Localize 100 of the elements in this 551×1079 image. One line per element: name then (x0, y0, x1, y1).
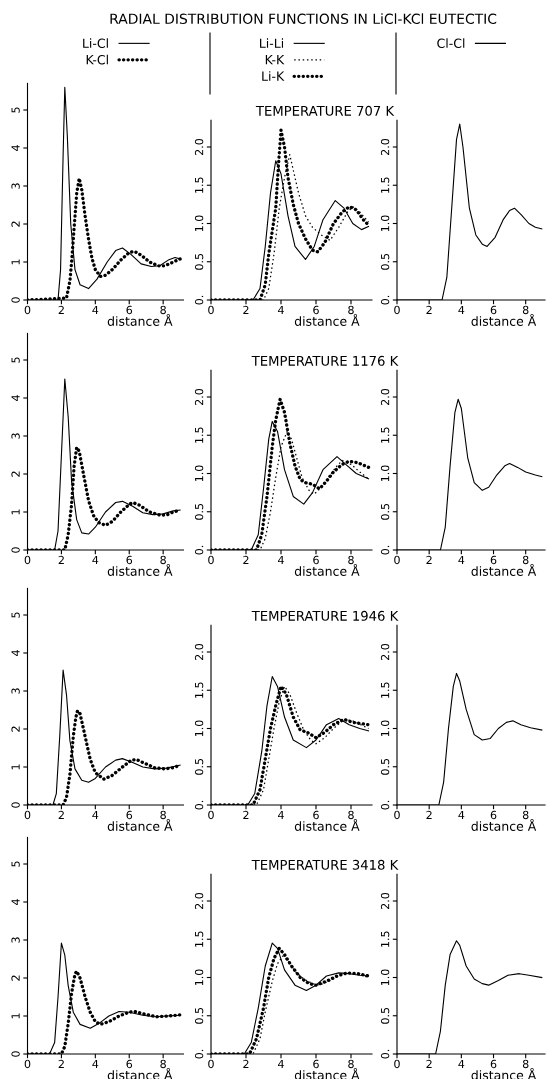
x-axis-title: distance Å (107, 819, 173, 831)
y-tick-label: 0. (194, 545, 204, 555)
x-axis-title: distance Å (294, 564, 360, 576)
x-axis-title: distance Å (294, 1068, 360, 1079)
y-tick-label: 1.5 (381, 427, 390, 443)
y-tick-label: 0.5 (380, 758, 390, 775)
y-tick-label: 1.0 (194, 465, 204, 482)
x-tick-label: 8 (348, 305, 354, 315)
x-tick-label: 0 (394, 810, 400, 820)
x-axis-title: distance Å (294, 819, 360, 831)
y-tick-label: 1.0 (380, 215, 390, 232)
y-tick-label: 0 (11, 547, 20, 553)
x-tick-label: 2 (243, 810, 249, 819)
y-tick-label: 1 (11, 259, 20, 265)
y-tick-label: 2 (11, 726, 20, 732)
x-axis-title: distance Å (471, 1068, 537, 1079)
x-tick-label: 8 (522, 1059, 529, 1069)
x-tick-label: 4 (92, 810, 99, 819)
x-tick-label: 2 (426, 305, 432, 314)
y-tick-label: 0. (194, 800, 204, 810)
y-tick-label: 2 (11, 221, 20, 227)
x-axis-title: distance Å (471, 314, 537, 326)
x-tick-label: 2 (58, 305, 64, 314)
x-tick-label: 0 (394, 555, 400, 565)
y-tick-label: 1 (11, 509, 20, 515)
y-tick-label: 0.5 (194, 758, 204, 775)
y-tick-label: 5 (11, 357, 20, 363)
y-tick-label: 1.5 (381, 931, 390, 947)
x-tick-label: 0 (394, 305, 400, 315)
x-tick-label: 8 (522, 555, 529, 565)
x-tick-label: 8 (160, 305, 166, 315)
x-tick-label: 4 (458, 555, 465, 564)
y-tick-label: 0. (380, 545, 390, 555)
x-tick-label: 6 (490, 810, 497, 820)
y-tick-label: 3 (11, 937, 20, 943)
x-tick-label: 6 (126, 555, 133, 565)
legend-label: K-K (265, 55, 285, 65)
y-tick-label: 0. (194, 295, 204, 305)
y-tick-label: 1.0 (194, 969, 204, 986)
x-tick-label: 8 (160, 810, 166, 820)
y-tick-label: 3 (11, 183, 20, 189)
y-tick-label: 5 (11, 861, 20, 867)
legend-label: Li-K (262, 71, 285, 81)
y-tick-label: 0 (11, 802, 20, 808)
x-tick-label: 8 (348, 1059, 354, 1069)
y-tick-label: 4 (11, 899, 20, 905)
x-tick-label: 6 (126, 305, 133, 315)
y-tick-label: 4 (11, 650, 20, 656)
y-tick-label: 1.0 (380, 720, 390, 737)
legend-label: K-Cl (86, 54, 108, 65)
y-tick-label: 1.0 (380, 465, 390, 482)
y-tick-label: 1.0 (194, 720, 204, 737)
x-tick-label: 4 (92, 1059, 99, 1068)
x-tick-label: 6 (313, 555, 319, 565)
x-tick-label: 2 (426, 555, 432, 564)
y-tick-label: 2.0 (380, 892, 390, 910)
legend-label: Li-Cl (83, 38, 108, 48)
x-tick-label: 2 (426, 810, 432, 819)
chart-title: TEMPERATURE 707 K (255, 105, 395, 116)
x-tick-label: 6 (126, 810, 133, 820)
x-axis-title: distance Å (107, 314, 173, 326)
x-tick-label: 0 (24, 305, 31, 315)
x-tick-label: 4 (458, 810, 465, 819)
x-tick-label: 2 (243, 1059, 249, 1068)
x-tick-label: 0 (208, 555, 214, 565)
x-tick-label: 0 (394, 1059, 400, 1069)
y-tick-label: 1.5 (195, 427, 204, 443)
y-tick-label: 1.5 (381, 682, 390, 698)
y-tick-label: 4 (11, 145, 20, 151)
legend-label: Cl-Cl (437, 38, 465, 48)
y-tick-label: 0 (11, 297, 20, 303)
x-tick-label: 0 (208, 1059, 214, 1069)
x-tick-label: 2 (426, 1059, 432, 1068)
x-tick-label: 0 (24, 555, 31, 565)
x-tick-label: 8 (522, 305, 529, 315)
x-tick-label: 4 (92, 305, 99, 314)
x-tick-label: 6 (490, 305, 497, 315)
y-tick-label: 0.5 (380, 503, 390, 520)
chart-title: TEMPERATURE 1946 K (251, 610, 399, 621)
y-tick-label: 0.5 (380, 1007, 390, 1024)
chart-title: TEMPERATURE 1176 K (251, 355, 399, 366)
y-tick-label: 5 (11, 612, 20, 618)
y-tick-label: 1 (11, 764, 20, 770)
y-tick-label: 0. (380, 800, 390, 810)
x-tick-label: 6 (490, 1059, 497, 1069)
y-tick-label: 1.5 (195, 177, 204, 193)
x-tick-label: 8 (160, 555, 166, 565)
y-tick-label: 2.0 (380, 388, 390, 406)
y-tick-label: 0 (11, 1051, 20, 1057)
y-tick-label: 2.0 (194, 388, 204, 406)
x-tick-label: 8 (348, 555, 354, 565)
x-tick-label: 8 (160, 1059, 166, 1069)
x-tick-label: 0 (208, 810, 214, 820)
x-tick-label: 4 (458, 1059, 465, 1068)
legend-label: Li-Li (260, 38, 284, 48)
chart-title: TEMPERATURE 3418 K (251, 859, 399, 870)
y-tick-label: 2.0 (194, 138, 204, 156)
x-tick-label: 0 (24, 810, 31, 820)
y-tick-label: 2.0 (194, 892, 204, 910)
y-tick-label: 1.0 (194, 215, 204, 232)
